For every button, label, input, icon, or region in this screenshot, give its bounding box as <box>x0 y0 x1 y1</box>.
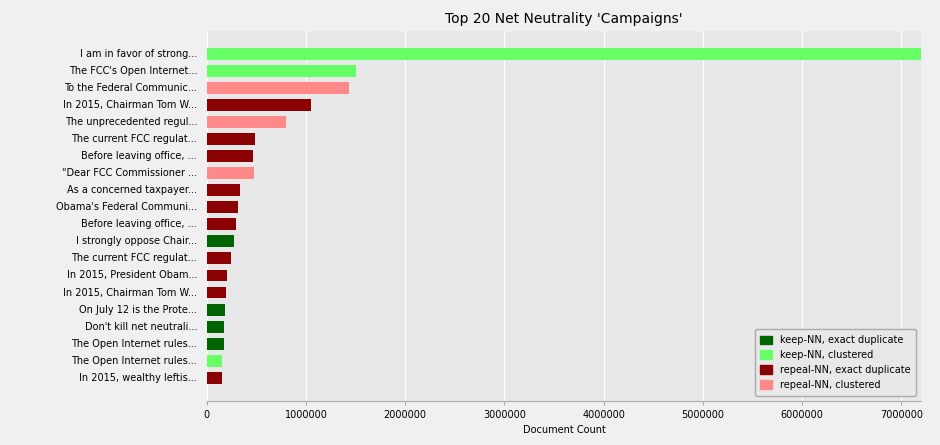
Bar <box>207 99 311 111</box>
Bar <box>207 218 236 231</box>
Bar <box>207 167 255 179</box>
Bar <box>207 116 286 128</box>
Bar <box>207 201 238 213</box>
Bar <box>207 252 231 264</box>
Bar <box>207 82 349 94</box>
Bar <box>207 287 226 299</box>
Title: Top 20 Net Neutrality 'Campaigns': Top 20 Net Neutrality 'Campaigns' <box>446 12 682 26</box>
Bar <box>207 303 225 316</box>
Bar <box>207 338 224 350</box>
Bar <box>207 321 224 332</box>
X-axis label: Document Count: Document Count <box>523 425 605 435</box>
Bar <box>207 48 940 60</box>
Bar <box>207 372 222 384</box>
Legend: keep-NN, exact duplicate, keep-NN, clustered, repeal-NN, exact duplicate, repeal: keep-NN, exact duplicate, keep-NN, clust… <box>755 329 916 396</box>
Bar <box>207 65 355 77</box>
Bar <box>207 133 256 145</box>
Bar <box>207 235 233 247</box>
Bar <box>207 184 240 196</box>
Bar <box>207 150 254 162</box>
Bar <box>207 270 227 281</box>
Bar <box>207 355 222 367</box>
